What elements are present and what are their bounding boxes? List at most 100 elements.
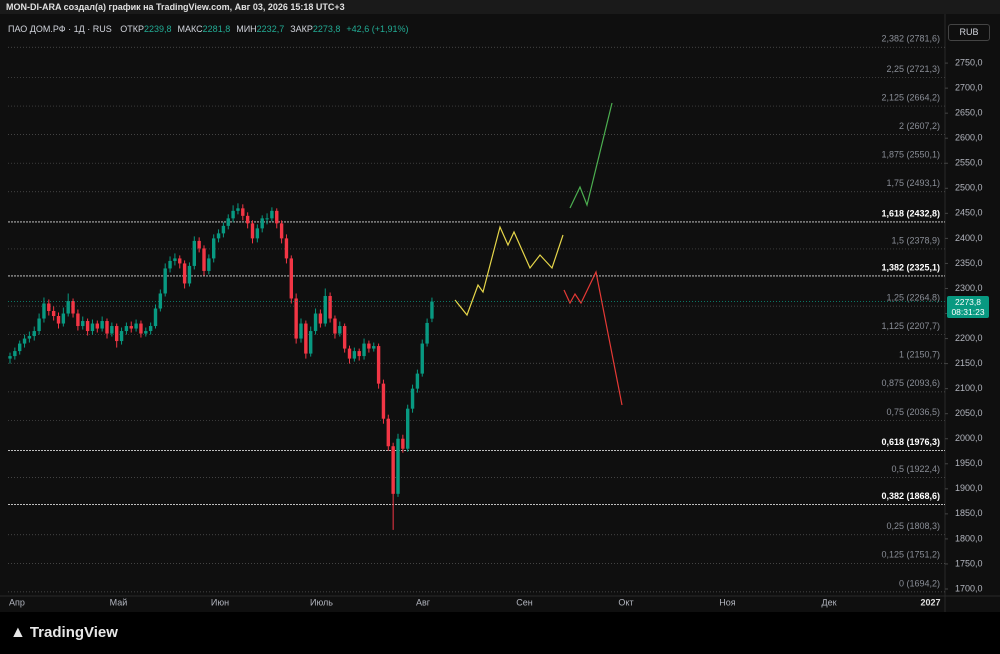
- x-tick-label: 2027: [920, 597, 940, 607]
- candles-layer: [8, 203, 434, 530]
- top-strip: [0, 0, 1000, 14]
- legend-value: 2239,8: [143, 24, 172, 34]
- candle-body: [153, 308, 158, 327]
- candle-body: [144, 331, 148, 334]
- fib-label: 1,875 (2550,1): [881, 150, 940, 160]
- candle-body: [212, 238, 216, 259]
- candle-body: [245, 215, 250, 224]
- y-tick-label: 2100,0: [955, 383, 983, 393]
- projection-red: [563, 270, 623, 406]
- candle-body: [178, 258, 182, 264]
- x-tick-label: Сен: [516, 597, 533, 607]
- x-tick-label: Дек: [821, 597, 836, 607]
- legend-value: 2273,8: [312, 24, 341, 34]
- y-tick-label: 2400,0: [955, 233, 983, 243]
- candle-body: [289, 258, 293, 299]
- candle-body: [163, 268, 167, 294]
- x-tick-label: Окт: [618, 597, 633, 607]
- x-tick-label: Авг: [416, 597, 431, 607]
- y-tick-label: 2150,0: [955, 358, 983, 368]
- last-price: 2273,8: [955, 296, 981, 307]
- currency-button[interactable]: RUB: [948, 24, 990, 41]
- candle-body: [338, 326, 342, 334]
- y-tick-label: 2200,0: [955, 333, 983, 343]
- y-tick-label: 2050,0: [955, 408, 983, 418]
- candle-body: [134, 323, 138, 329]
- x-tick-label: Июль: [310, 597, 333, 607]
- candle-body: [425, 322, 429, 344]
- fib-label: 2,125 (2664,2): [881, 92, 940, 102]
- candle-body: [323, 295, 327, 324]
- candle-body: [182, 263, 187, 284]
- candle-body: [279, 223, 284, 239]
- y-tick-label: 2450,0: [955, 208, 983, 218]
- candle-body: [236, 208, 240, 211]
- candle-body: [260, 218, 264, 229]
- candle-body: [241, 208, 245, 216]
- x-tick-label: Апр: [9, 597, 25, 607]
- fib-label: 0,25 (1808,3): [886, 521, 940, 531]
- candle-body: [61, 313, 66, 324]
- candle-body: [216, 233, 221, 239]
- candle-body: [207, 258, 211, 271]
- legend-value: 2281,8: [202, 24, 231, 34]
- legend-label: ЗАКР: [290, 24, 313, 34]
- candle-body: [415, 373, 420, 389]
- fib-label: 0,5 (1922,4): [891, 464, 940, 474]
- candle-body: [85, 321, 90, 332]
- candle-body: [396, 438, 400, 494]
- fib-label: 0,875 (2093,6): [881, 378, 940, 388]
- candle-body: [76, 313, 80, 327]
- y-tick-label: 1800,0: [955, 533, 983, 543]
- candle-body: [313, 313, 318, 332]
- candle-body: [352, 351, 357, 359]
- candle-body: [318, 313, 323, 324]
- countdown: 08:31:23: [951, 306, 985, 317]
- candle-body: [168, 260, 172, 269]
- candle-body: [362, 343, 366, 357]
- last-price-label: 2273,8 08:31:23: [947, 295, 989, 318]
- y-tick-label: 2600,0: [955, 133, 983, 143]
- logo-text: TradingView: [29, 624, 118, 641]
- candle-body: [42, 303, 46, 319]
- candle-body: [13, 351, 17, 357]
- candle-body: [139, 323, 143, 334]
- symbol-info: ПАО ДОМ.РФ · 1Д · RUS ОТКР2239,8 МАКС2281…: [8, 24, 408, 34]
- candle-body: [270, 210, 274, 219]
- fib-label: 1 (2150,7): [899, 350, 940, 360]
- fib-label: 0 (1694,2): [899, 578, 940, 588]
- fib-label: 1,75 (2493,1): [886, 178, 940, 188]
- y-tick-label: 2300,0: [955, 283, 983, 293]
- candle-body: [410, 388, 415, 409]
- candle-body: [420, 343, 424, 374]
- candle-body: [56, 316, 61, 324]
- candle-body: [255, 228, 260, 239]
- candle-body: [294, 298, 298, 339]
- candle-body: [115, 326, 119, 342]
- candle-body: [386, 418, 390, 447]
- candle-body: [304, 323, 308, 354]
- fib-label: 0,618 (1976,3): [881, 437, 940, 447]
- logo: ▲ TradingView: [10, 624, 118, 641]
- fib-layer: 2,382 (2781,6) 2,25 (2721,3) 2,125 (2664,2…: [8, 34, 945, 593]
- x-tick-label: Май: [110, 597, 128, 607]
- change: +42,6 (+1,91%): [346, 24, 409, 34]
- candle-body: [226, 218, 230, 226]
- candle-body: [376, 346, 381, 384]
- legend-label: МАКС: [177, 24, 203, 34]
- candle-body: [37, 318, 41, 332]
- legend-value: 2232,7: [256, 24, 285, 34]
- fib-label: 0,75 (2036,5): [886, 407, 940, 417]
- candle-body: [105, 321, 109, 334]
- candle-body: [299, 323, 303, 339]
- symbol: ПАО ДОМ.РФ · 1Д · RUS: [8, 24, 112, 34]
- candle-body: [342, 326, 347, 349]
- footer-strip: [0, 612, 1000, 654]
- candle-body: [401, 438, 405, 449]
- y-tick-label: 1900,0: [955, 483, 983, 493]
- y-tick-label: 1850,0: [955, 508, 983, 518]
- fib-label: 1,382 (2325,1): [881, 262, 940, 272]
- candle-body: [187, 265, 192, 284]
